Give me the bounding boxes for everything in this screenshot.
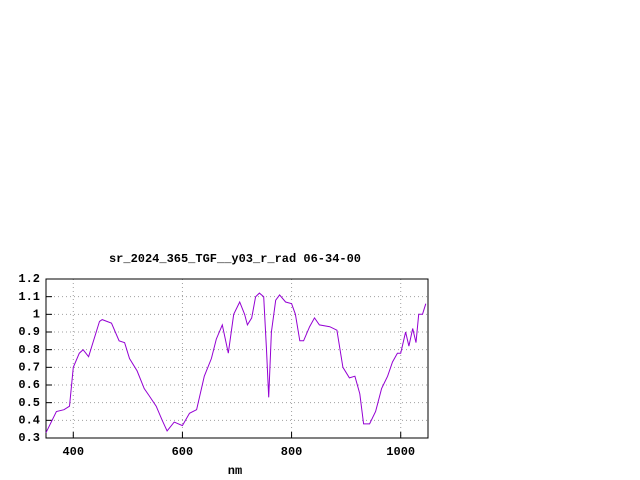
y-tick-label: 1.2 bbox=[18, 272, 40, 286]
y-tick-label: 0.9 bbox=[18, 325, 40, 339]
x-tick-label: 400 bbox=[62, 445, 84, 459]
y-tick-label: 0.6 bbox=[18, 378, 40, 392]
y-tick-label: 0.8 bbox=[18, 343, 40, 357]
y-tick-label: 1.1 bbox=[18, 290, 40, 304]
x-tick-label: 600 bbox=[172, 445, 194, 459]
data-line bbox=[45, 292, 427, 433]
y-tick-label: 1 bbox=[33, 308, 40, 322]
x-tick-label: 1000 bbox=[386, 445, 415, 459]
y-tick-label: 0.4 bbox=[18, 414, 40, 428]
y-tick-label: 0.7 bbox=[18, 361, 40, 375]
chart-title: sr_2024_365_TGF__y03_r_rad 06-34-00 bbox=[109, 252, 361, 266]
plot-frame bbox=[45, 278, 429, 439]
x-axis-label: nm bbox=[228, 464, 242, 478]
x-tick-label: 800 bbox=[281, 445, 303, 459]
y-tick-label: 0.5 bbox=[18, 396, 40, 410]
y-tick-label: 0.3 bbox=[18, 431, 40, 445]
